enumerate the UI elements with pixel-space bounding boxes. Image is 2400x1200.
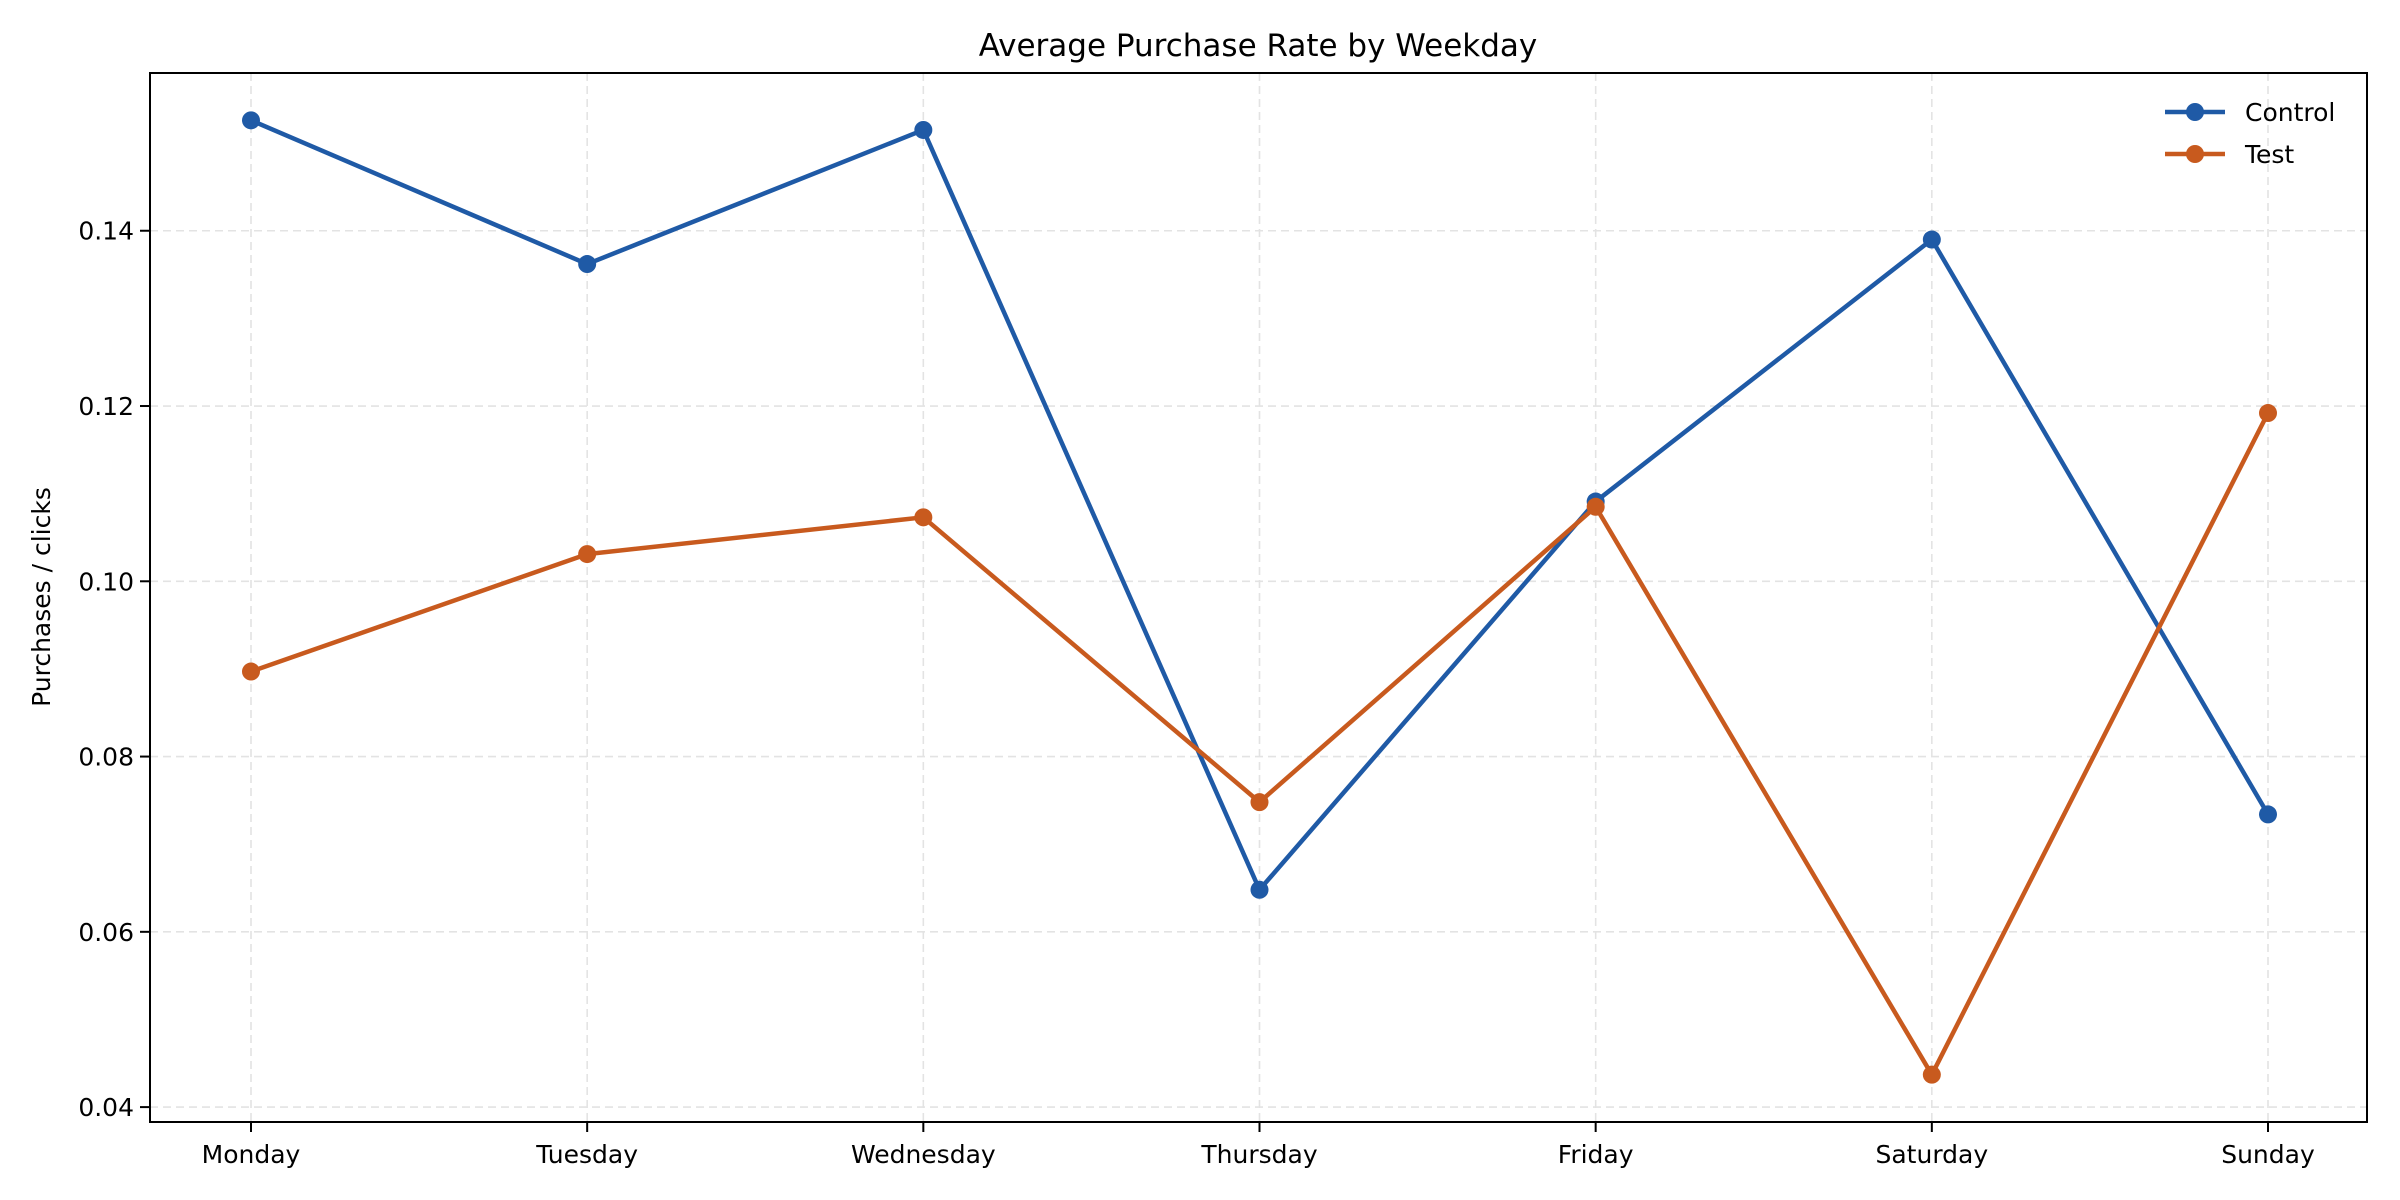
data-point-test xyxy=(1250,793,1269,812)
chart-title: Average Purchase Rate by Weekday xyxy=(979,28,1538,64)
y-tick-label: 0.12 xyxy=(78,392,134,421)
grid xyxy=(150,73,2367,1122)
y-axis-label: Purchases / clicks xyxy=(27,487,56,707)
data-point-control xyxy=(578,255,597,274)
legend-marker-test xyxy=(2186,145,2204,163)
data-point-control xyxy=(1922,230,1941,249)
x-tick-label: Wednesday xyxy=(851,1140,996,1169)
axis-ticks: Monday Tuesday Wednesday Thursday Friday Satu… xyxy=(78,217,2315,1169)
data-point-control xyxy=(242,111,260,130)
legend-label-control: Control xyxy=(2245,98,2335,127)
legend: Control Test xyxy=(2165,98,2335,169)
data-point-test xyxy=(242,662,260,681)
x-tick-label: Sunday xyxy=(2221,1140,2315,1169)
series-group xyxy=(242,111,2277,1084)
x-tick-label: Monday xyxy=(202,1140,301,1169)
y-tick-label: 0.14 xyxy=(78,217,134,246)
x-tick-label: Friday xyxy=(1558,1140,1634,1169)
y-tick-label: 0.10 xyxy=(78,567,134,596)
data-point-test xyxy=(2259,404,2277,423)
legend-marker-control xyxy=(2186,103,2204,121)
data-point-test xyxy=(1586,497,1605,516)
y-tick-label: 0.08 xyxy=(78,743,134,772)
x-tick-label: Saturday xyxy=(1875,1140,1988,1169)
data-point-test xyxy=(578,545,597,564)
data-point-control xyxy=(914,120,933,139)
data-point-control xyxy=(2259,805,2277,824)
data-point-control xyxy=(1250,880,1269,899)
y-tick-label: 0.04 xyxy=(78,1093,134,1122)
y-tick-label: 0.06 xyxy=(78,918,134,947)
legend-label-test: Test xyxy=(2244,140,2294,169)
data-point-test xyxy=(1922,1065,1941,1084)
x-tick-label: Tuesday xyxy=(535,1140,638,1169)
data-point-test xyxy=(914,508,933,527)
x-tick-label: Thursday xyxy=(1200,1140,1317,1169)
